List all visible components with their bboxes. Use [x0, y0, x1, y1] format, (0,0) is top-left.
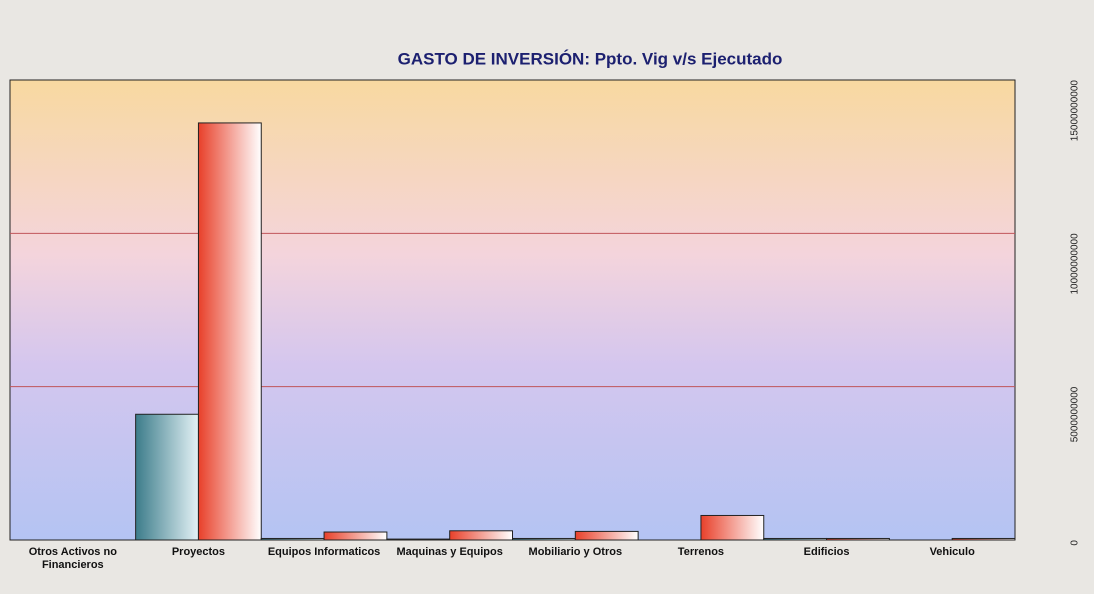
bar — [386, 538, 451, 541]
x-tick-label: Terrenos — [677, 546, 725, 558]
y-tick-label: 5000000000 — [1070, 386, 1081, 442]
bar — [260, 537, 325, 541]
bar — [700, 514, 765, 541]
bar — [197, 122, 262, 541]
x-tick-label: Equipos Informaticos — [267, 546, 381, 558]
chart-title: GASTO DE INVERSIÓN: Ppto. Vig v/s Ejecut… — [398, 49, 783, 68]
bar — [951, 537, 1016, 541]
x-tick-label: Proyectos — [171, 546, 226, 558]
bar — [763, 537, 828, 541]
bar — [449, 530, 513, 541]
x-tick-label: Edificios — [803, 546, 850, 558]
x-tick-label: Maquinas y Equipos — [396, 546, 503, 558]
x-tick-label: Vehiculo — [929, 546, 975, 558]
x-tick-label: Mobiliario y Otros — [528, 546, 623, 558]
bar — [512, 537, 576, 541]
y-tick-label: 0 — [1070, 540, 1081, 546]
y-tick-label: 10000000000 — [1070, 233, 1081, 295]
bar — [323, 531, 388, 541]
y-tick-label: 15000000000 — [1070, 80, 1081, 142]
bar — [574, 530, 639, 541]
bar — [826, 537, 890, 541]
bar — [135, 413, 199, 541]
x-tick-label: Otros Activos no Financieros — [28, 546, 117, 571]
